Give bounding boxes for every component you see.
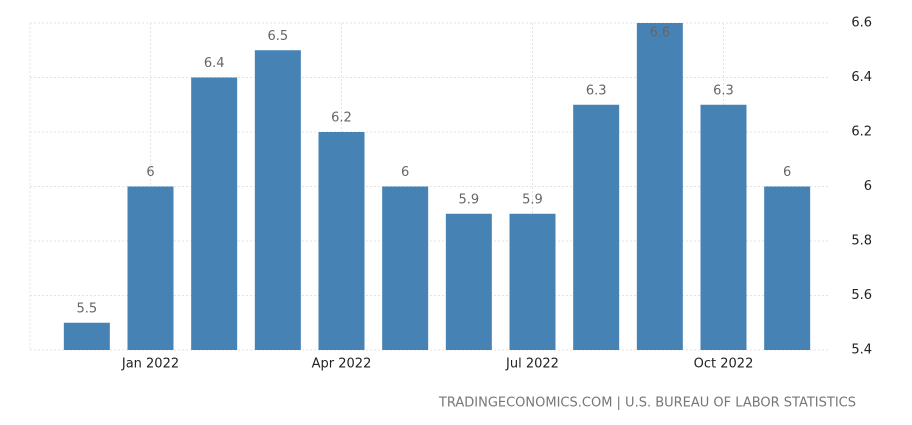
source: TRADINGECONOMICS.COM | U.S. BUREAU OF LA… bbox=[438, 396, 856, 411]
value-label: 6 bbox=[146, 165, 154, 180]
value-label: 6.6 bbox=[649, 26, 670, 41]
bar bbox=[382, 186, 429, 350]
y-tick-label: 5.6 bbox=[851, 288, 872, 303]
bar bbox=[764, 186, 811, 350]
bar bbox=[573, 104, 620, 350]
bar bbox=[445, 213, 492, 350]
y-tick-label: 6.2 bbox=[851, 125, 872, 140]
bar bbox=[700, 104, 747, 350]
value-label: 6.4 bbox=[204, 56, 225, 71]
bar bbox=[636, 23, 683, 350]
value-label: 6.3 bbox=[586, 83, 607, 98]
y-tick-label: 6 bbox=[864, 179, 872, 194]
bar bbox=[63, 322, 110, 350]
y-tick-label: 5.8 bbox=[851, 234, 872, 249]
x-tick-label: Apr 2022 bbox=[312, 357, 372, 372]
bar bbox=[318, 132, 365, 350]
y-tick-label: 6.4 bbox=[851, 70, 872, 85]
bar bbox=[254, 50, 301, 350]
value-label: 5.5 bbox=[76, 301, 97, 316]
value-label: 6.5 bbox=[267, 29, 288, 44]
bar bbox=[509, 213, 556, 350]
value-label: 6 bbox=[401, 165, 409, 180]
y-tick-label: 5.4 bbox=[851, 343, 872, 358]
x-tick-label: Jul 2022 bbox=[505, 357, 559, 372]
bar bbox=[191, 77, 238, 350]
value-label: 6 bbox=[783, 165, 791, 180]
y-tick-label: 6.6 bbox=[851, 16, 872, 31]
value-label: 5.9 bbox=[522, 192, 543, 207]
value-label: 5.9 bbox=[458, 192, 479, 207]
value-label: 6.2 bbox=[331, 111, 352, 126]
x-tick-label: Jan 2022 bbox=[121, 357, 179, 372]
value-label: 6.3 bbox=[713, 83, 734, 98]
bar bbox=[127, 186, 174, 350]
x-tick-label: Oct 2022 bbox=[694, 357, 754, 372]
